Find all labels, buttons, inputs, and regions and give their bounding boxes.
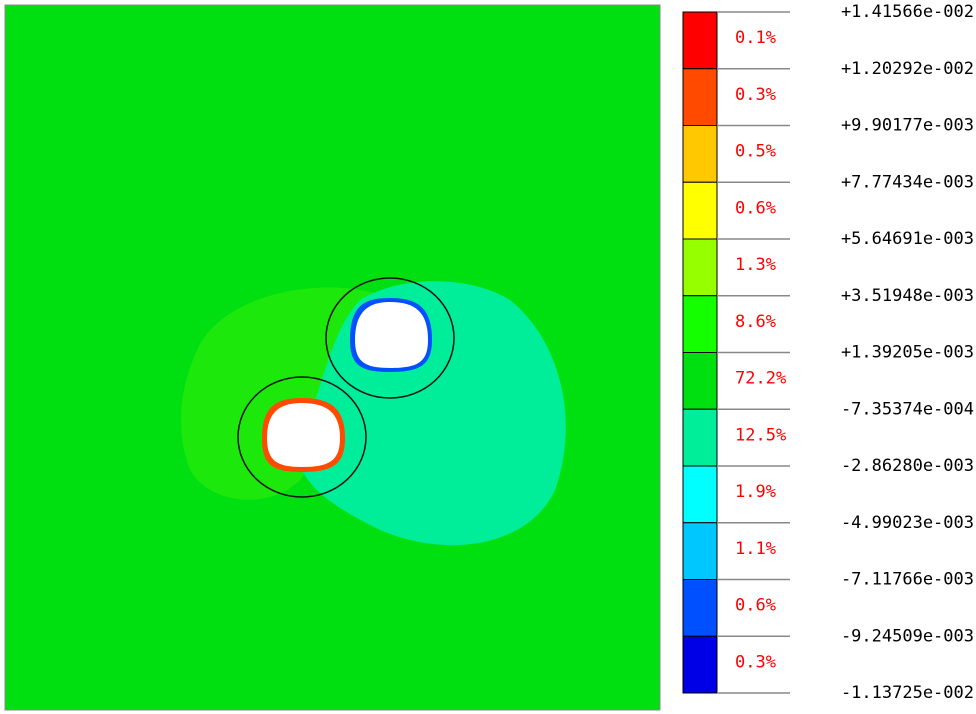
legend-level: -9.24509e-003 [841, 626, 974, 646]
contour-plot [4, 4, 661, 711]
legend-swatch [682, 68, 718, 126]
legend-level: -7.11766e-003 [841, 570, 974, 590]
legend-swatch [682, 465, 718, 524]
legend-level: +3.51948e-003 [841, 286, 974, 306]
legend-swatch [682, 11, 718, 70]
legend-swatch [682, 295, 718, 353]
hole-upper [355, 302, 428, 368]
legend-percent: 0.6% [735, 596, 776, 616]
legend-level: -7.35374e-004 [841, 399, 974, 419]
legend-percent: 0.6% [735, 198, 776, 218]
legend-percent: 0.1% [735, 28, 776, 48]
legend-swatch [682, 352, 718, 410]
legend-percent: 72.2% [735, 369, 786, 389]
legend-swatch [682, 522, 718, 580]
legend-percent: 12.5% [735, 425, 786, 445]
legend-level: +5.64691e-003 [841, 229, 974, 249]
legend-percent: 0.3% [735, 652, 776, 672]
legend-level: -4.99023e-003 [841, 513, 974, 533]
legend-percent: 8.6% [735, 312, 776, 332]
hole-lower [267, 403, 340, 467]
legend-level: -2.86280e-003 [841, 456, 974, 476]
legend-swatch [682, 635, 718, 694]
legend-level: -1.13725e-002 [841, 683, 974, 703]
legend-swatch [682, 125, 718, 183]
legend-percent: 1.3% [735, 255, 776, 275]
legend-level: +1.39205e-003 [841, 343, 974, 363]
legend-swatch [682, 181, 718, 240]
outline-lower [237, 376, 367, 498]
legend-percent: 1.1% [735, 539, 776, 559]
legend-swatch [682, 408, 718, 467]
legend-level: +1.41566e-002 [841, 2, 974, 22]
legend-level: +7.77434e-003 [841, 172, 974, 192]
legend-percent: 0.5% [735, 142, 776, 162]
legend-percent: 0.3% [735, 85, 776, 105]
legend-swatch [682, 238, 718, 297]
legend: 0.1% 0.3% 0.5% 0.6% 1.3% 8.6% 72.2% 12.5% 1.9% 1.… [682, 2, 974, 703]
legend-swatch [682, 579, 718, 637]
legend-percent: 1.9% [735, 482, 776, 502]
outline-upper [325, 277, 455, 399]
legend-level: +9.90177e-003 [841, 116, 974, 136]
legend-level: +1.20292e-002 [841, 59, 974, 79]
